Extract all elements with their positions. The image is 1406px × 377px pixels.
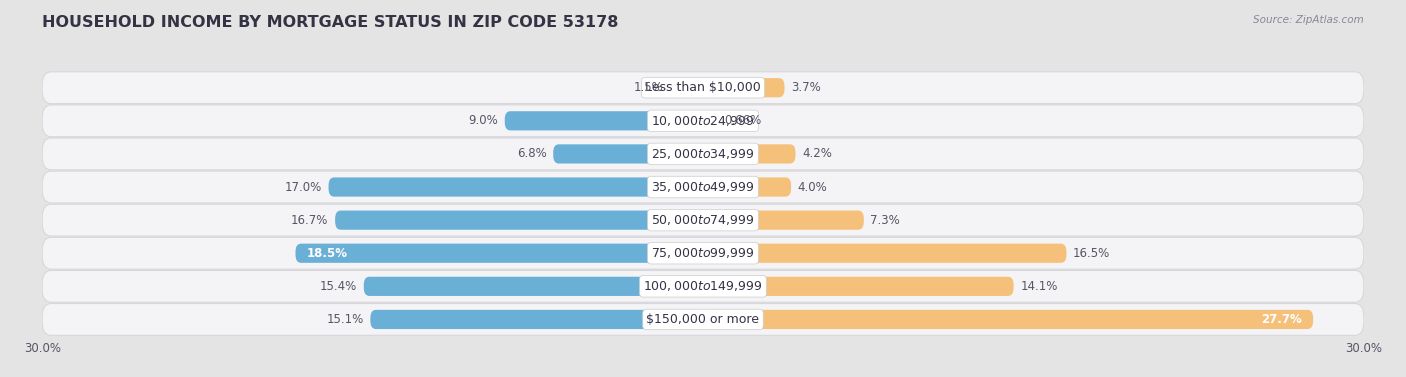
Text: 6.8%: 6.8% (517, 147, 547, 161)
FancyBboxPatch shape (42, 238, 1364, 269)
FancyBboxPatch shape (703, 178, 792, 197)
FancyBboxPatch shape (370, 310, 703, 329)
Text: 16.5%: 16.5% (1073, 247, 1111, 260)
Text: $25,000 to $34,999: $25,000 to $34,999 (651, 147, 755, 161)
Text: 15.4%: 15.4% (321, 280, 357, 293)
Text: 17.0%: 17.0% (284, 181, 322, 193)
FancyBboxPatch shape (42, 138, 1364, 170)
Text: $75,000 to $99,999: $75,000 to $99,999 (651, 246, 755, 260)
Text: 4.0%: 4.0% (797, 181, 828, 193)
Text: 9.0%: 9.0% (468, 114, 498, 127)
Text: $35,000 to $49,999: $35,000 to $49,999 (651, 180, 755, 194)
FancyBboxPatch shape (703, 277, 1014, 296)
FancyBboxPatch shape (703, 244, 1066, 263)
Text: 4.2%: 4.2% (801, 147, 832, 161)
Text: $150,000 or more: $150,000 or more (647, 313, 759, 326)
FancyBboxPatch shape (703, 111, 717, 130)
Text: 3.7%: 3.7% (792, 81, 821, 94)
Text: HOUSEHOLD INCOME BY MORTGAGE STATUS IN ZIP CODE 53178: HOUSEHOLD INCOME BY MORTGAGE STATUS IN Z… (42, 15, 619, 30)
FancyBboxPatch shape (42, 171, 1364, 203)
Text: 14.1%: 14.1% (1021, 280, 1057, 293)
Text: 18.5%: 18.5% (307, 247, 347, 260)
FancyBboxPatch shape (335, 210, 703, 230)
FancyBboxPatch shape (505, 111, 703, 130)
Text: Source: ZipAtlas.com: Source: ZipAtlas.com (1253, 15, 1364, 25)
FancyBboxPatch shape (329, 178, 703, 197)
FancyBboxPatch shape (42, 303, 1364, 335)
FancyBboxPatch shape (703, 78, 785, 97)
Text: 0.66%: 0.66% (724, 114, 762, 127)
FancyBboxPatch shape (703, 210, 863, 230)
Text: $50,000 to $74,999: $50,000 to $74,999 (651, 213, 755, 227)
FancyBboxPatch shape (295, 244, 703, 263)
Text: $100,000 to $149,999: $100,000 to $149,999 (644, 279, 762, 293)
FancyBboxPatch shape (42, 72, 1364, 104)
Text: 16.7%: 16.7% (291, 214, 329, 227)
FancyBboxPatch shape (42, 204, 1364, 236)
Text: 1.5%: 1.5% (634, 81, 664, 94)
Text: 27.7%: 27.7% (1261, 313, 1302, 326)
FancyBboxPatch shape (669, 78, 703, 97)
FancyBboxPatch shape (364, 277, 703, 296)
Text: 15.1%: 15.1% (326, 313, 364, 326)
Text: 7.3%: 7.3% (870, 214, 900, 227)
FancyBboxPatch shape (42, 270, 1364, 302)
Text: Less than $10,000: Less than $10,000 (645, 81, 761, 94)
FancyBboxPatch shape (42, 105, 1364, 137)
FancyBboxPatch shape (553, 144, 703, 164)
FancyBboxPatch shape (703, 310, 1313, 329)
Text: $10,000 to $24,999: $10,000 to $24,999 (651, 114, 755, 128)
FancyBboxPatch shape (703, 144, 796, 164)
